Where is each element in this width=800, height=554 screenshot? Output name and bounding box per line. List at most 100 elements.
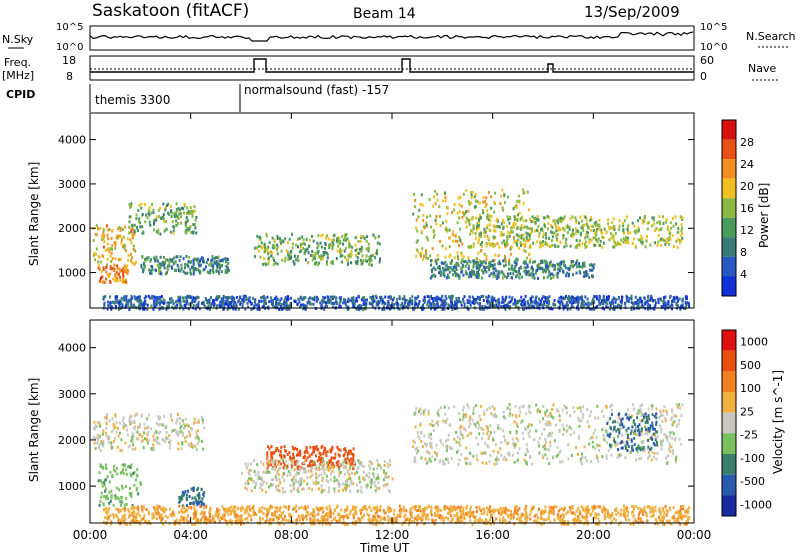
heatmap-cell (664, 301, 667, 305)
heatmap-cell (500, 269, 503, 273)
heatmap-cell (445, 449, 448, 453)
heatmap-cell (439, 305, 442, 309)
heatmap-cell (439, 406, 442, 410)
heatmap-cell (273, 297, 276, 301)
heatmap-cell (175, 255, 178, 259)
heatmap-cell (306, 476, 309, 480)
heatmap-cell (418, 299, 421, 303)
heatmap-cell (546, 264, 548, 268)
heatmap-cell (612, 227, 615, 230)
heatmap-cell (446, 458, 449, 461)
heatmap-cell (561, 301, 564, 305)
heatmap-cell (475, 226, 478, 230)
heatmap-cell (126, 428, 128, 432)
heatmap-cell (229, 301, 232, 305)
heatmap-cell (434, 259, 437, 263)
heatmap-cell (523, 308, 525, 311)
heatmap-cell (257, 474, 260, 478)
heatmap-cell (262, 462, 265, 466)
heatmap-cell (540, 241, 543, 245)
heatmap-cell (485, 451, 488, 455)
heatmap-cell (675, 414, 678, 418)
heatmap-cell (323, 296, 326, 300)
colorbar-frame (721, 119, 737, 297)
heatmap-cell (437, 408, 440, 412)
heatmap-cell (558, 300, 561, 304)
heatmap-cell (505, 458, 508, 462)
heatmap-cell (569, 244, 572, 248)
heatmap-cell (563, 263, 566, 267)
heatmap-cell (276, 243, 279, 247)
heatmap-cell (474, 273, 476, 277)
heatmap-cell (429, 441, 432, 445)
heatmap-cell (225, 264, 228, 268)
heatmap-cell (183, 300, 186, 303)
heatmap-cell (672, 449, 674, 453)
heatmap-cell (351, 245, 354, 249)
heatmap-cell (548, 302, 551, 306)
heatmap-cell (417, 250, 419, 254)
heatmap-cell (506, 215, 509, 219)
heatmap-cell (307, 487, 310, 490)
heatmap-cell (179, 255, 182, 259)
heatmap-cell (336, 463, 339, 467)
heatmap-cell (265, 490, 268, 494)
heatmap-cell (392, 303, 395, 307)
heatmap-cell (157, 431, 160, 435)
heatmap-cell (461, 264, 464, 267)
heatmap-cell (444, 294, 447, 298)
heatmap-cell (539, 267, 542, 270)
heatmap-cell (405, 298, 408, 302)
heatmap-cell (311, 460, 313, 463)
heatmap-cell (528, 233, 531, 237)
heatmap-cell (680, 223, 683, 227)
heatmap-cell (516, 243, 519, 247)
heatmap-cell (120, 438, 123, 442)
heatmap-cell (427, 450, 430, 454)
heatmap-cell (427, 238, 429, 242)
heatmap-cell (358, 251, 361, 255)
heatmap-cell (431, 419, 434, 423)
beam-title: Beam 14 (353, 6, 416, 22)
heatmap-cell (478, 235, 481, 239)
heatmap-cell (254, 473, 257, 477)
heatmap-cell (510, 252, 513, 256)
heatmap-cell (363, 302, 366, 306)
heatmap-cell (134, 425, 136, 429)
heatmap-cell (574, 245, 577, 249)
heatmap-cell (566, 307, 569, 311)
heatmap-cell (283, 463, 286, 467)
heatmap-cell (595, 238, 598, 242)
heatmap-cell (197, 496, 200, 500)
heatmap-cell (498, 259, 501, 263)
heatmap-cell (99, 226, 101, 230)
heatmap-cell (526, 225, 529, 229)
heatmap-cell (297, 453, 299, 457)
heatmap-cell (209, 304, 212, 308)
heatmap-cell (266, 451, 269, 455)
heatmap-cell (97, 260, 100, 264)
heatmap-cell (138, 217, 141, 221)
heatmap-cell (114, 273, 117, 277)
heatmap-cell (453, 256, 456, 260)
heatmap-cell (146, 441, 149, 445)
heatmap-cell (478, 268, 481, 271)
heatmap-cell (668, 445, 671, 448)
heatmap-cell (157, 231, 160, 235)
heatmap-cell (444, 227, 447, 231)
heatmap-cell (180, 430, 183, 434)
heatmap-cell (626, 299, 628, 303)
heatmap-cell (489, 262, 492, 266)
heatmap-cell (323, 300, 326, 304)
heatmap-cell (572, 228, 574, 232)
heatmap-cell (451, 308, 454, 311)
heatmap-cell (303, 454, 306, 458)
heatmap-cell (526, 256, 529, 260)
heatmap-cell (313, 257, 316, 261)
heatmap-cell (562, 234, 565, 237)
heatmap-cell (192, 267, 195, 271)
heatmap-cell (354, 472, 356, 476)
heatmap-cell (605, 430, 608, 434)
heatmap-cell (465, 216, 468, 220)
heatmap-cell (424, 225, 427, 229)
